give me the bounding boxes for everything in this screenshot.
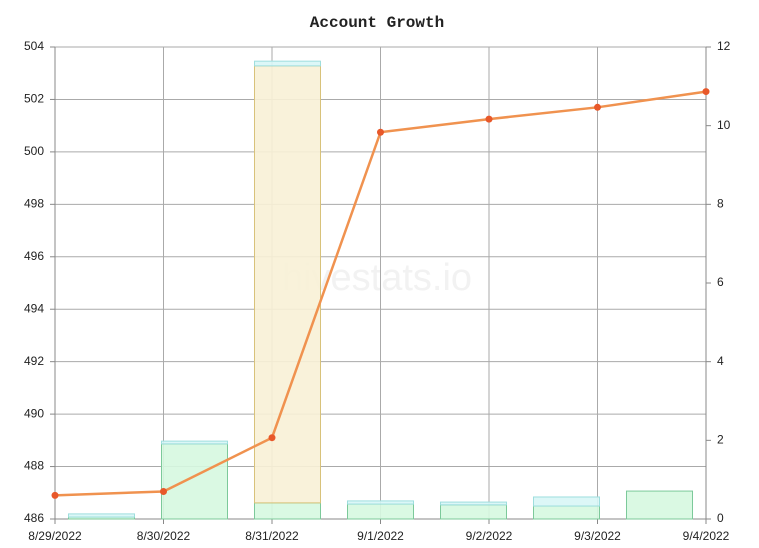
point (485, 115, 493, 123)
bar (347, 500, 414, 505)
bar (254, 502, 321, 520)
y-tick-label: 492 (24, 354, 44, 368)
y2-tick-label: 12 (717, 39, 731, 53)
chart-title: Account Growth (310, 14, 444, 32)
x-tick-label: 8/31/2022 (245, 529, 299, 543)
y-tick-label: 490 (24, 406, 44, 420)
bar (254, 65, 321, 504)
bar (440, 501, 507, 506)
point (160, 487, 167, 495)
point (51, 491, 59, 499)
x-tick-label: 8/29/2022 (28, 529, 82, 543)
y-tick-label: 488 (24, 459, 44, 473)
bar (161, 440, 228, 445)
point (702, 88, 710, 96)
bar (254, 60, 321, 67)
y2-tick-label: 6 (717, 275, 724, 289)
y-tick-label: 494 (24, 301, 44, 315)
point (268, 434, 276, 442)
y2-tick-label: 0 (717, 511, 724, 525)
x-tick-label: 8/30/2022 (137, 529, 191, 543)
x-tick-label: 9/3/2022 (574, 529, 621, 543)
point (594, 103, 601, 111)
y-tick-label: 498 (24, 197, 44, 211)
y2-tick-label: 8 (717, 197, 724, 211)
x-tick-label: 9/2/2022 (466, 529, 513, 543)
y2-tick-label: 2 (717, 433, 724, 447)
bar (347, 503, 414, 520)
y-tick-label: 500 (24, 144, 44, 158)
y-tick-label: 496 (24, 249, 44, 263)
bar (533, 505, 600, 520)
bar (161, 443, 228, 520)
x-tick-label: 9/1/2022 (357, 529, 404, 543)
point (377, 128, 384, 136)
y-tick-label: 486 (24, 511, 44, 525)
y2-tick-label: 4 (717, 354, 724, 368)
bar (68, 513, 135, 518)
x-tick-label: 9/4/2022 (683, 529, 730, 543)
bar (533, 496, 600, 507)
y2-tick-label: 10 (717, 118, 731, 132)
bar (626, 490, 693, 520)
bar (440, 504, 507, 520)
y-tick-label: 504 (24, 39, 44, 53)
y-tick-label: 502 (24, 92, 44, 106)
